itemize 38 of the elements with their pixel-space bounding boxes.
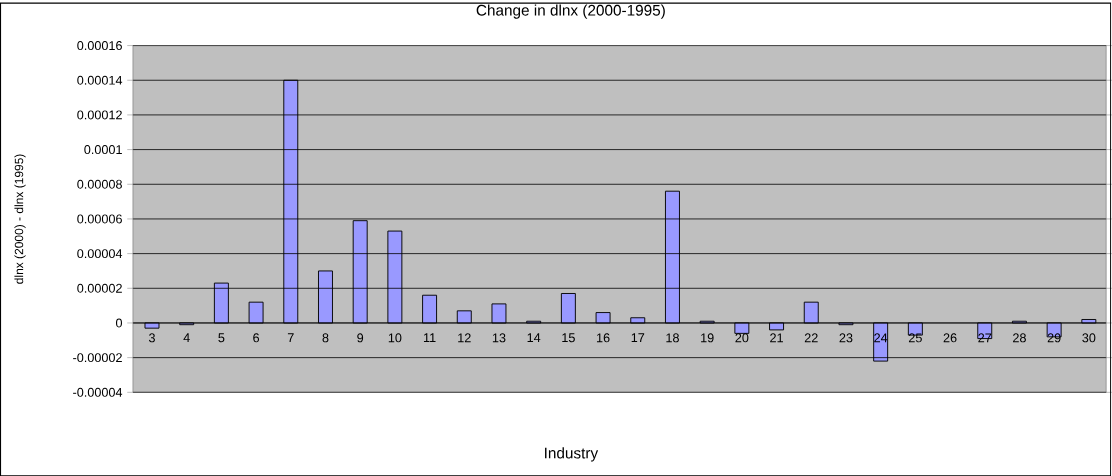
y-tick-label: 0.00008 (77, 179, 122, 189)
x-tick-label: 23 (839, 333, 853, 343)
y-tick-label: 0.00012 (77, 110, 122, 120)
x-tick-label: 11 (423, 333, 436, 342)
x-tick-label: 20 (735, 333, 749, 343)
x-tick-label: 5 (218, 333, 225, 343)
y-tick-label: 0 (115, 318, 123, 328)
x-tick-label: 3 (148, 333, 155, 343)
x-tick-label: 15 (562, 333, 575, 343)
chart-title: Change in dlnx (2000-1995) (476, 4, 665, 19)
x-tick-label: 17 (631, 333, 645, 342)
x-tick-label: 4 (183, 333, 190, 342)
x-tick-label: 14 (527, 333, 541, 342)
x-tick-label: 18 (666, 333, 679, 343)
x-tick-label: 19 (701, 333, 714, 343)
y-tick-label: -0.00004 (73, 387, 123, 397)
x-tick-label: 22 (804, 333, 818, 343)
x-tick-label: 26 (943, 333, 957, 343)
x-tick-label: 21 (770, 333, 783, 343)
x-tick-label: 6 (253, 333, 260, 343)
x-tick-label: 30 (1082, 333, 1096, 343)
x-tick-label: 8 (322, 333, 329, 343)
y-tick-label: 0.00014 (77, 75, 123, 85)
y-axis-title: dlnx (2000) - dlnx (1995) (14, 154, 26, 284)
y-tick-label: 0.0001 (84, 144, 122, 154)
y-tick-label: 0.00004 (77, 249, 123, 258)
x-tick-label: 10 (388, 333, 402, 343)
x-tick-label: 16 (596, 333, 610, 343)
y-tick-label: 0.00002 (77, 283, 122, 293)
y-tick-label: -0.00002 (73, 353, 122, 362)
y-tick-label: 0.00016 (77, 40, 122, 50)
x-tick-label: 12 (458, 333, 471, 343)
x-tick-label: 13 (492, 333, 506, 343)
x-axis-title: Industry (545, 447, 599, 462)
x-tick-label: 7 (287, 333, 294, 342)
x-tick-label: 28 (1013, 333, 1026, 343)
x-tick-label: 9 (357, 333, 364, 343)
y-tick-label: 0.00006 (77, 214, 122, 224)
